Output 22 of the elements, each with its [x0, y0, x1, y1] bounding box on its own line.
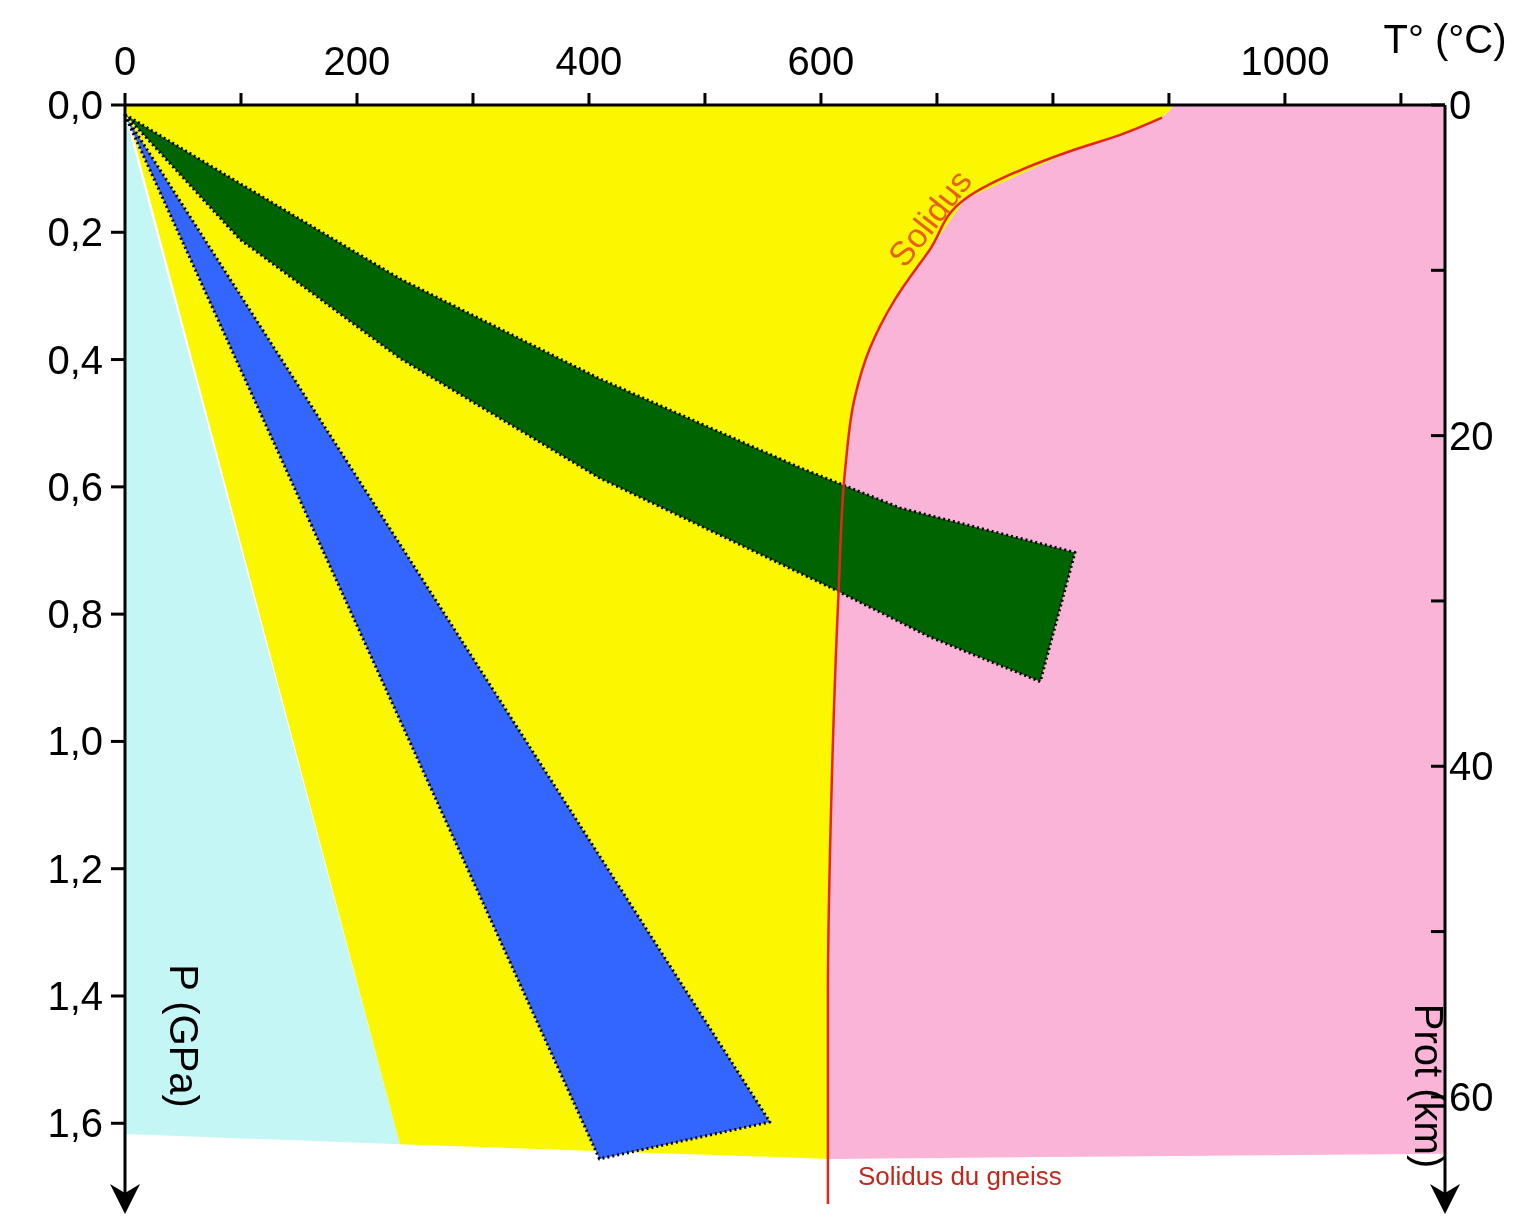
y-tick-label: 0,6: [47, 464, 103, 509]
annotation: Solidus du gneiss: [857, 1160, 1062, 1191]
x-axis-title: T° (°C): [1383, 17, 1507, 61]
y-tick-label: 1,0: [47, 719, 103, 764]
x-tick-label: 1000: [1240, 39, 1330, 83]
y2-tick-label: 20: [1449, 413, 1494, 458]
y-tick-label: 1,4: [47, 973, 103, 1018]
y-tick-label: 0,0: [47, 83, 103, 127]
y2-tick-label: 0: [1449, 83, 1472, 127]
y2-axis-title: Prot (km): [1407, 1003, 1451, 1169]
y-axis-title: P (GPa): [162, 964, 206, 1108]
y-tick-label: 0,8: [47, 592, 103, 637]
x-tick-label: 600: [787, 39, 855, 83]
x-tick-label: 0: [113, 39, 137, 83]
y-tick-label: 0,4: [47, 337, 103, 382]
y-tick-label: 1,2: [47, 846, 103, 891]
y2-tick-label: 40: [1449, 744, 1494, 789]
x-tick-label: 200: [323, 39, 391, 83]
y-tick-label: 0,2: [47, 210, 103, 255]
y-tick-label: 1,6: [47, 1101, 103, 1146]
y2-tick-label: 60: [1449, 1074, 1494, 1119]
x-tick-label: 400: [555, 39, 623, 83]
